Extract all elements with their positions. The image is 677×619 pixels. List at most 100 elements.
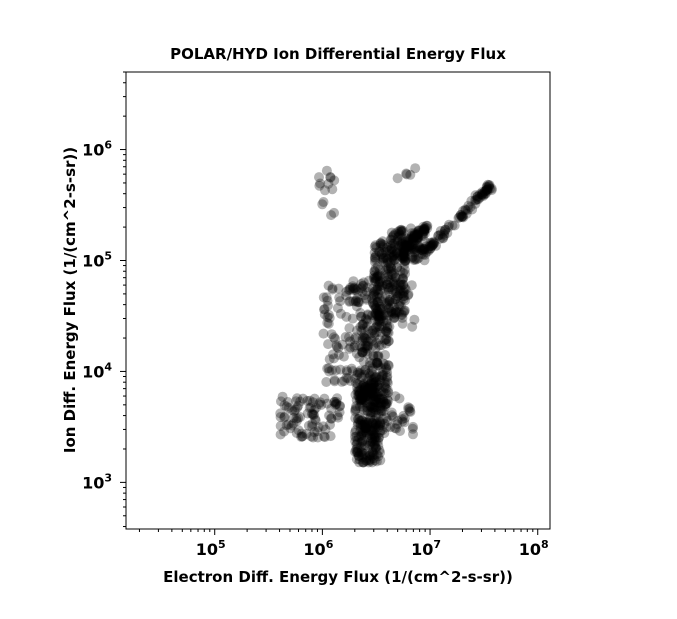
data-point [484,181,494,192]
data-point [333,283,344,294]
data-point [398,307,409,318]
data-point [386,307,397,317]
data-point [379,247,390,258]
data-point [363,457,374,468]
data-point [353,390,364,401]
data-point [419,224,430,235]
data-point [381,275,392,286]
data-point [406,237,417,248]
data-point [373,440,384,451]
data-point [378,396,389,407]
data-point [368,351,379,362]
data-point [318,197,329,207]
data-point [355,394,366,405]
data-point [375,420,386,431]
data-point [374,372,385,383]
data-point [331,398,342,409]
data-point [397,225,408,236]
data-point [355,401,365,412]
data-point [351,454,362,465]
data-point [422,223,433,234]
data-point [291,396,302,407]
data-point [396,237,406,248]
data-point [360,385,371,395]
data-point [315,178,326,189]
data-point [413,225,424,236]
data-point [368,369,379,380]
data-point [316,399,327,410]
data-point [367,417,378,428]
data-point [389,246,399,256]
data-point [369,331,380,342]
data-point [407,239,418,250]
data-point [370,263,381,274]
data-point [365,426,376,437]
data-point [293,425,304,436]
data-point [455,210,466,221]
data-point [362,417,373,428]
data-point [349,334,360,345]
data-point [418,246,429,257]
data-point [361,397,371,408]
data-point [368,395,379,406]
data-point [375,393,386,404]
data-point [375,240,386,251]
data-point [419,236,430,247]
data-point [355,437,366,448]
data-point [395,230,406,240]
data-point [373,311,384,322]
data-point [354,385,365,396]
data-point [418,221,429,232]
data-point [399,305,410,316]
data-point [486,183,497,194]
data-point [312,432,323,443]
data-point [369,241,380,252]
data-point [375,284,386,295]
data-point [398,249,409,259]
data-point [472,191,483,202]
data-point [291,428,302,438]
data-point [395,285,406,296]
data-point [287,405,298,416]
data-point [380,350,390,360]
data-point [361,455,372,466]
data-point [382,282,393,293]
data-point [356,415,367,426]
data-point [407,233,418,243]
data-point [381,318,392,328]
data-point [419,228,430,239]
data-point [285,423,296,434]
data-point [356,311,367,322]
data-point [385,261,396,272]
data-point [356,430,367,440]
data-point [427,241,438,251]
data-point [355,447,366,458]
data-point [323,309,334,320]
data-point [335,308,346,319]
data-point [288,412,299,423]
data-point [369,276,380,287]
data-point [382,254,393,265]
data-point [394,289,405,299]
data-point [368,428,379,439]
data-point [389,312,400,323]
data-point [405,240,416,251]
chart-title: POLAR/HYD Ion Differential Energy Flux [170,45,506,63]
data-point [394,300,405,311]
data-point [370,276,381,287]
data-point [427,240,438,251]
data-point [359,378,370,389]
data-point [351,401,362,411]
data-point [404,406,415,416]
data-point [368,390,379,401]
data-point [368,437,379,448]
data-point [367,457,378,468]
data-point [395,265,406,276]
data-point [392,262,403,273]
data-point [395,240,406,251]
data-point [368,381,379,392]
data-point [384,303,395,313]
data-point [364,394,375,405]
data-point [332,410,343,421]
data-point [372,306,383,317]
